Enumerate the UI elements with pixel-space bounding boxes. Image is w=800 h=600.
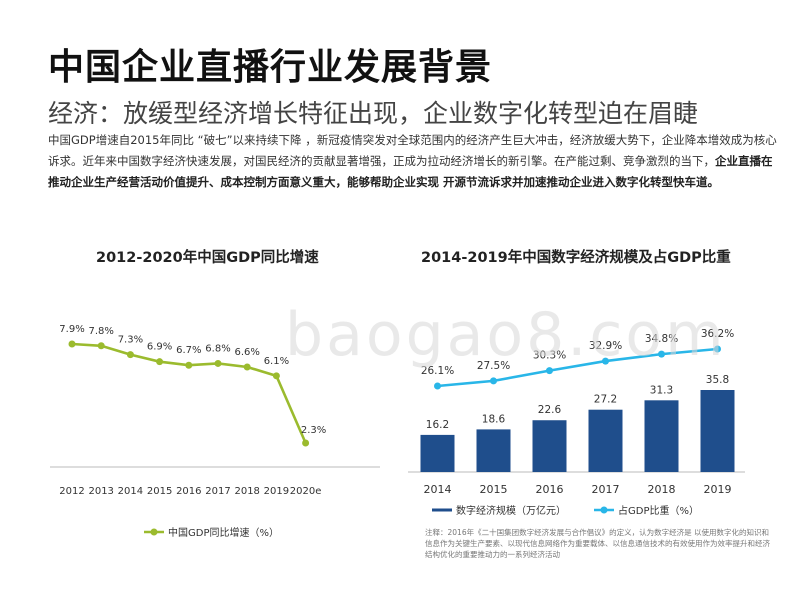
gdp-data-point: [272, 372, 280, 380]
digital-share-point: [490, 377, 497, 385]
gdp-data-label: 6.1%: [264, 356, 289, 367]
digital-share-point: [714, 345, 721, 353]
digital-share-point: [434, 382, 441, 390]
digital-x-tick-label: 2019: [704, 483, 732, 496]
digital-x-tick-label: 2016: [536, 483, 564, 496]
gdp-legend-label: 中国GDP同比增速（%）: [168, 526, 279, 539]
gdp-x-tick-label: 2018: [234, 486, 259, 497]
digital-share-label: 26.1%: [421, 365, 454, 377]
digital-x-tick-label: 2018: [648, 483, 676, 496]
gdp-x-tick-label: 2017: [205, 486, 230, 497]
digital-share-label: 30.3%: [533, 350, 566, 362]
digital-bar-label: 31.3: [650, 384, 673, 396]
gdp-x-tick-label: 2019: [264, 486, 289, 497]
gdp-data-point: [126, 351, 134, 359]
digital-bar-label: 35.8: [706, 374, 729, 386]
gdp-data-label: 7.8%: [88, 326, 113, 337]
digital-bar: [420, 434, 455, 472]
digital-x-tick-label: 2017: [592, 483, 620, 496]
digital-bar: [644, 400, 679, 472]
gdp-x-tick-label: 2014: [118, 486, 143, 497]
digital-share-line: [437, 347, 718, 388]
digital-legend-line-point: [600, 506, 608, 514]
digital-economy-chart-title: 2014-2019年中国数字经济规模及占GDP比重: [421, 250, 731, 266]
digital-share-point: [658, 350, 665, 358]
digital-share-label: 34.8%: [645, 333, 678, 345]
digital-bar-label: 18.6: [482, 413, 506, 425]
digital-share-label: 27.5%: [477, 360, 510, 372]
gdp-legend-marker: [150, 528, 158, 536]
digital-share-label: 32.9%: [589, 340, 622, 352]
digital-bar-label: 27.2: [594, 394, 617, 406]
digital-bar-label: 22.6: [538, 404, 562, 416]
gdp-data-point: [156, 358, 164, 366]
gdp-data-label: 7.9%: [59, 324, 84, 335]
chart-note: 注释：2016年《二十国集团数字经济发展与合作倡议》的定义，认为数字经济是 以使…: [425, 528, 770, 559]
gdp-x-tick-label: 2013: [88, 486, 113, 497]
gdp-x-tick-label: 2016: [176, 486, 201, 497]
page-title: 中国企业直播行业发展背景: [48, 47, 493, 88]
gdp-data-point: [214, 359, 222, 367]
gdp-data-label: 6.6%: [234, 347, 259, 358]
gdp-data-label: 6.8%: [205, 343, 230, 354]
gdp-data-point: [68, 340, 76, 348]
digital-legend-bar-label: 数字经济规模（万亿元）: [456, 504, 566, 517]
gdp-data-label: 6.9%: [147, 342, 172, 353]
gdp-data-label: 2.3%: [301, 425, 326, 436]
digital-x-tick-label: 2014: [424, 483, 452, 496]
digital-bar: [588, 409, 623, 472]
gdp-data-point: [302, 439, 310, 447]
digital-bar-label: 16.2: [426, 419, 449, 431]
gdp-data-point: [185, 361, 193, 369]
intro-paragraph: 中国GDP增速自2015年同比 “破七”以来持续下降 ，新冠疫情突发对全球范围内…: [48, 130, 778, 193]
intro-bold-text: 企业直播在推动企业生产经营活动价值提升、成本控制方面意义重大，能够帮助企业实现 …: [48, 154, 773, 189]
gdp-x-tick-label: 2012: [59, 486, 84, 497]
digital-legend-line-label: 占GDP比重（%）: [618, 504, 699, 517]
gdp-data-label: 7.3%: [118, 335, 143, 346]
page-subtitle: 经济：放缓型经济增长特征出现，企业数字化转型迫在眉睫: [48, 99, 699, 128]
digital-bar: [700, 390, 735, 472]
digital-share-point: [546, 367, 553, 375]
digital-share-label: 36.2%: [701, 328, 734, 340]
digital-bar: [532, 420, 567, 472]
gdp-x-tick-label: 2015: [147, 486, 172, 497]
gdp-data-point: [243, 363, 251, 371]
digital-x-tick-label: 2015: [480, 483, 508, 496]
digital-bar: [476, 429, 511, 472]
gdp-chart-title: 2012-2020年中国GDP同比增速: [96, 250, 319, 266]
gdp-data-point: [97, 342, 105, 350]
watermark: baogao8.com: [285, 300, 727, 370]
digital-share-point: [602, 357, 609, 365]
intro-text: 中国GDP增速自2015年同比 “破七”以来持续下降 ，新冠疫情突发对全球范围内…: [48, 133, 777, 168]
gdp-data-label: 6.7%: [176, 345, 201, 356]
gdp-x-tick-label: 2020e: [290, 486, 322, 497]
